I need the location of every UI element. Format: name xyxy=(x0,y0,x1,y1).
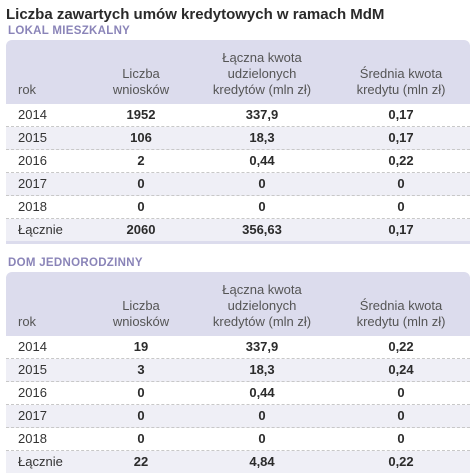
cell-liczba: 2 xyxy=(137,153,145,168)
cell-liczba: 19 xyxy=(133,339,149,354)
table-row: 2017 0 0 0 xyxy=(6,173,470,196)
cell-liczba: 2060 xyxy=(126,222,156,237)
cell-liczba: 0 xyxy=(137,431,145,446)
section-label-lokal: LOKAL MIESZKALNY xyxy=(8,25,131,37)
header-kwota-line3: kredytów (mln zł) xyxy=(212,314,312,329)
cell-rok: 2017 xyxy=(18,176,47,191)
cell-srednia: 0,22 xyxy=(388,153,414,168)
cell-srednia: 0 xyxy=(397,176,405,191)
cell-rok: 2016 xyxy=(18,385,47,400)
header-kwota-line1: Łączna kwota xyxy=(222,50,302,65)
header-liczba: Liczba wniosków xyxy=(96,298,186,330)
cell-srednia: 0,17 xyxy=(388,107,414,122)
cell-kwota: 0 xyxy=(258,408,266,423)
header-rok-label: rok xyxy=(18,314,37,329)
table-row: 2018 0 0 0 xyxy=(6,196,470,219)
cell-liczba: 22 xyxy=(133,454,149,469)
header-liczba-line1: Liczba xyxy=(122,298,160,313)
header-kwota: Łączna kwota udzielonych kredytów (mln z… xyxy=(192,282,332,330)
table-row: 2016 2 0,44 0,22 xyxy=(6,150,470,173)
cell-liczba: 0 xyxy=(137,176,145,191)
table-header: rok Liczba wniosków Łączna kwota udzielo… xyxy=(6,40,470,104)
cell-rok: 2018 xyxy=(18,199,47,214)
cell-kwota: 18,3 xyxy=(249,130,275,145)
table-row-total: Łącznie 22 4,84 0,22 xyxy=(6,451,470,473)
cell-rok: 2018 xyxy=(18,431,47,446)
header-rok: rok xyxy=(18,314,36,330)
cell-liczba: 0 xyxy=(137,385,145,400)
header-rok-label: rok xyxy=(18,82,37,97)
cell-srednia: 0 xyxy=(397,431,405,446)
cell-liczba: 3 xyxy=(137,362,145,377)
cell-srednia: 0 xyxy=(397,199,405,214)
header-srednia-line1: Średnia kwota xyxy=(359,66,443,81)
table-row: 2014 1952 337,9 0,17 xyxy=(6,104,470,127)
header-srednia-line2: kredytu (mln zł) xyxy=(356,314,446,329)
cell-srednia: 0,24 xyxy=(388,362,414,377)
cell-kwota: 18,3 xyxy=(249,362,275,377)
cell-kwota: 0 xyxy=(258,199,266,214)
cell-kwota: 337,9 xyxy=(245,107,279,122)
cell-kwota: 0,44 xyxy=(249,385,275,400)
cell-rok: 2014 xyxy=(18,339,47,354)
table-row-total: Łącznie 2060 356,63 0,17 xyxy=(6,219,470,241)
header-srednia: Średnia kwota kredytu (mln zł) xyxy=(336,66,466,98)
header-kwota-line1: Łączna kwota xyxy=(222,282,302,297)
header-rok: rok xyxy=(18,82,36,98)
cell-srednia: 0,17 xyxy=(388,130,414,145)
cell-rok: 2016 xyxy=(18,153,47,168)
header-liczba: Liczba wniosków xyxy=(96,66,186,98)
cell-rok: 2015 xyxy=(18,362,47,377)
table-row: 2018 0 0 0 xyxy=(6,428,470,451)
cell-srednia: 0,22 xyxy=(388,339,414,354)
cell-liczba: 0 xyxy=(137,199,145,214)
cell-rok: 2014 xyxy=(18,107,47,122)
cell-rok: 2017 xyxy=(18,408,47,423)
cell-liczba: 0 xyxy=(137,408,145,423)
table-dom-jednorodzinny: rok Liczba wniosków Łączna kwota udzielo… xyxy=(6,272,470,473)
cell-srednia: 0,22 xyxy=(388,454,414,469)
header-srednia: Średnia kwota kredytu (mln zł) xyxy=(336,298,466,330)
cell-kwota: 0,44 xyxy=(249,153,275,168)
page-title: Liczba zawartych umów kredytowych w rama… xyxy=(6,6,385,23)
header-liczba-line2: wniosków xyxy=(112,82,170,97)
header-srednia-line2: kredytu (mln zł) xyxy=(356,82,446,97)
cell-liczba: 106 xyxy=(130,130,152,145)
section-label-dom: DOM JEDNORODZINNY xyxy=(8,257,143,269)
header-liczba-line2: wniosków xyxy=(112,314,170,329)
table-lokal-mieszkalny: rok Liczba wniosków Łączna kwota udzielo… xyxy=(6,40,470,244)
table-row: 2015 3 18,3 0,24 xyxy=(6,359,470,382)
cell-rok: Łącznie xyxy=(18,454,63,469)
header-kwota: Łączna kwota udzielonych kredytów (mln z… xyxy=(192,50,332,98)
table-header: rok Liczba wniosków Łączna kwota udzielo… xyxy=(6,272,470,336)
table-bottom-divider xyxy=(6,241,470,244)
cell-kwota: 0 xyxy=(258,176,266,191)
table-row: 2015 106 18,3 0,17 xyxy=(6,127,470,150)
cell-srednia: 0,17 xyxy=(388,222,414,237)
cell-srednia: 0 xyxy=(397,408,405,423)
header-kwota-line2: udzielonych xyxy=(227,66,297,81)
header-srednia-line1: Średnia kwota xyxy=(359,298,443,313)
cell-liczba: 1952 xyxy=(126,107,156,122)
header-kwota-line2: udzielonych xyxy=(227,298,297,313)
table-row: 2016 0 0,44 0 xyxy=(6,382,470,405)
table-row: 2017 0 0 0 xyxy=(6,405,470,428)
cell-kwota: 4,84 xyxy=(249,454,275,469)
cell-rok: 2015 xyxy=(18,130,47,145)
cell-srednia: 0 xyxy=(397,385,405,400)
header-kwota-line3: kredytów (mln zł) xyxy=(212,82,312,97)
cell-kwota: 356,63 xyxy=(242,222,282,237)
cell-kwota: 0 xyxy=(258,431,266,446)
table-row: 2014 19 337,9 0,22 xyxy=(6,336,470,359)
cell-kwota: 337,9 xyxy=(245,339,279,354)
cell-rok: Łącznie xyxy=(18,222,63,237)
header-liczba-line1: Liczba xyxy=(122,66,160,81)
